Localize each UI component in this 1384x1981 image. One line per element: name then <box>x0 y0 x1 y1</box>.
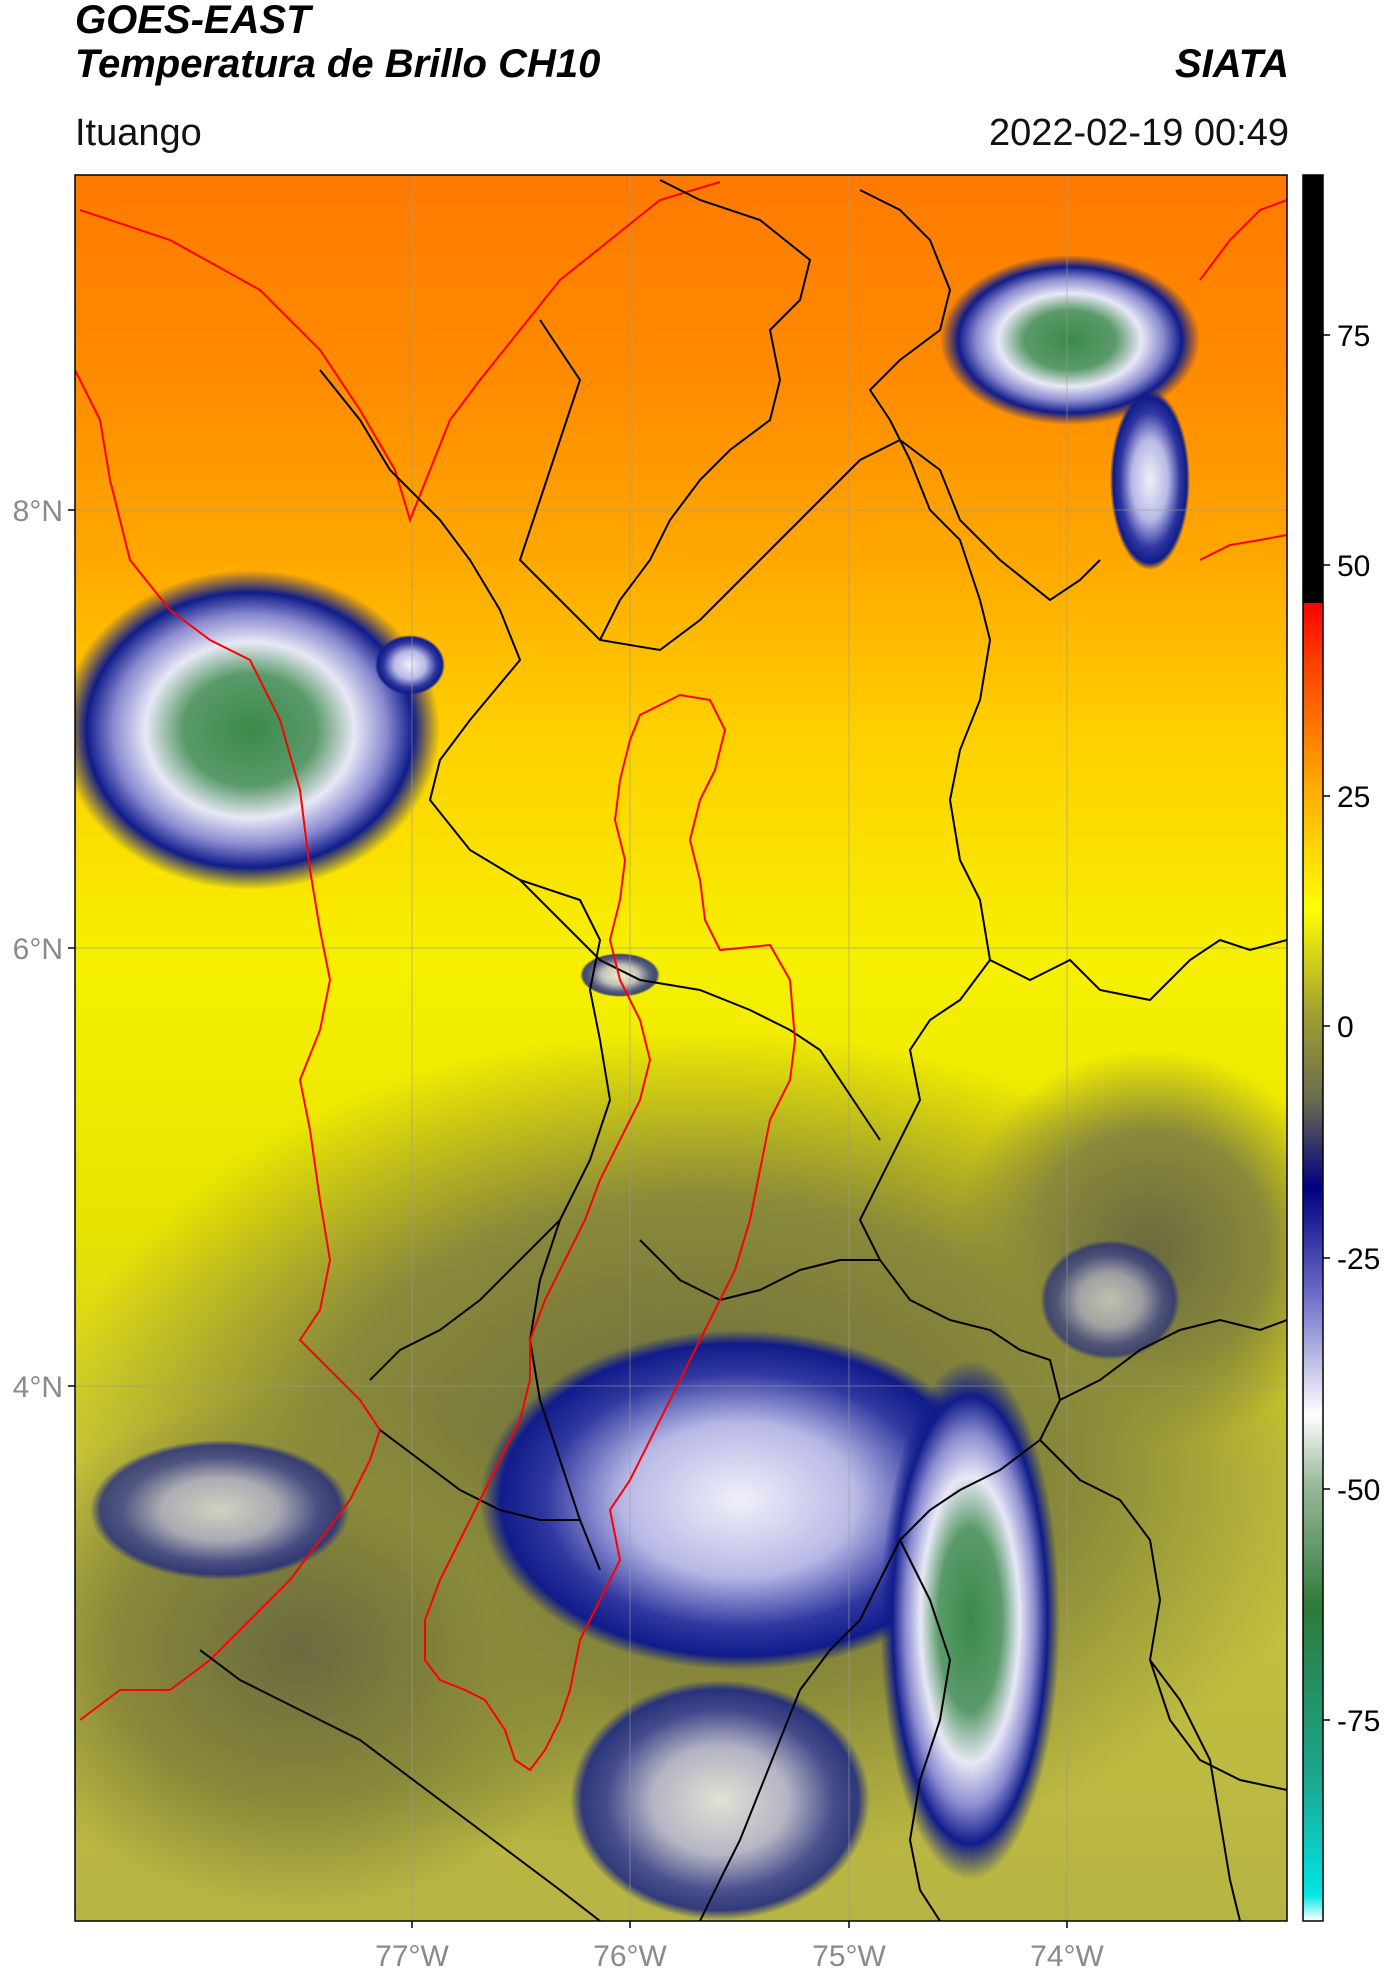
colorbar-tick-minus25: -25 <box>1337 1243 1380 1276</box>
lon-label-77w: 77°W <box>375 1940 449 1973</box>
admin-boundaries <box>199 179 1287 1921</box>
colorbar-tick-minus75: -75 <box>1337 1705 1380 1738</box>
colorbar-tick-minus50: -50 <box>1337 1474 1380 1507</box>
colorbar: 75 50 25 0 -25 -50 -75 <box>1302 174 1380 1922</box>
colorbar-tick-50: 50 <box>1337 550 1370 583</box>
brightness-temperature-field <box>75 175 1287 1921</box>
storm-cell-northeast <box>940 255 1200 425</box>
colorbar-scale <box>1302 174 1324 1922</box>
title-line-1: GOES-EAST <box>75 0 311 42</box>
lon-label-75w: 75°W <box>812 1940 886 1973</box>
colorbar-tick-0: 0 <box>1337 1011 1354 1044</box>
datetime-label: 2022-02-19 00:49 <box>988 112 1289 154</box>
title-line-2: Temperatura de Brillo CH10 <box>75 42 601 86</box>
lon-label-76w: 76°W <box>593 1940 667 1973</box>
map-frame <box>74 174 1288 1922</box>
lat-label-8n: 8°N <box>13 495 63 528</box>
basin-outline <box>424 693 797 1772</box>
lat-label-4n: 4°N <box>13 1371 63 1404</box>
lat-label-6n: 6°N <box>13 933 63 966</box>
cold-cloud-complex-south <box>480 1330 1000 1670</box>
location-label: Ituango <box>75 112 202 154</box>
coastline <box>75 181 1287 1721</box>
graticule <box>75 175 1287 1921</box>
organization-label: SIATA <box>1174 42 1289 86</box>
lon-label-74w: 74°W <box>1030 1940 1104 1973</box>
storm-cell-northwest <box>75 570 440 890</box>
colorbar-tick-75: 75 <box>1337 320 1370 353</box>
colorbar-tick-25: 25 <box>1337 781 1370 814</box>
